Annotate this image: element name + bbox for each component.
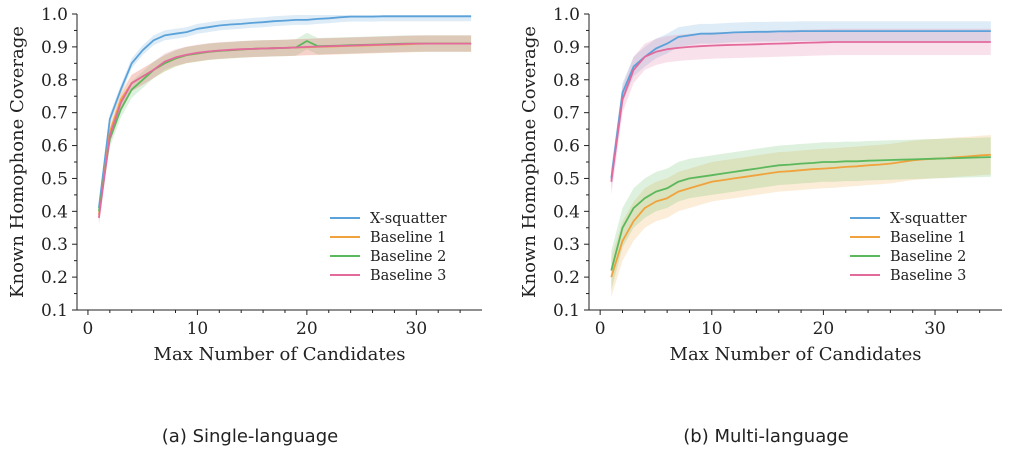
series-band-4 <box>611 28 991 195</box>
y-tick-label: 0.8 <box>553 71 580 91</box>
y-tick-label: 0.6 <box>41 137 68 157</box>
y-tick-label: 1.0 <box>41 5 68 25</box>
y-tick-label: 1.0 <box>553 5 580 25</box>
legend-label-4: Baseline 3 <box>890 268 966 284</box>
series-line-1 <box>98 15 472 209</box>
y-tick-label: 0.1 <box>553 301 580 321</box>
legend-label-3: Baseline 2 <box>370 249 446 265</box>
legend-label-1: X-squatter <box>370 211 447 227</box>
legend-label-1: X-squatter <box>890 211 967 227</box>
series-line-4 <box>610 41 991 182</box>
y-tick-label: 0.7 <box>553 104 580 124</box>
y-tick-label: 0.9 <box>553 38 580 58</box>
chart-panel-2: 0.1 0.2 0.3 0.4 0.5 0.6 0.7 0.8 0.9 1.0 0 10 20 30Max… <box>519 5 1002 447</box>
y-tick-label: 0.6 <box>553 137 580 157</box>
x-tick-label: 10 <box>701 319 723 339</box>
legend-label-4: Baseline 3 <box>370 268 446 284</box>
x-tick-label: 20 <box>813 319 835 339</box>
y-tick-label: 0.1 <box>41 301 68 321</box>
y-tick-label: 0.7 <box>41 104 68 124</box>
legend-label-2: Baseline 1 <box>890 230 966 246</box>
x-tick-label: 30 <box>406 319 428 339</box>
legend: X-squatter Baseline 1 Baseline 2 Baseline 3 <box>330 211 447 284</box>
x-tick-label: 20 <box>296 319 318 339</box>
y-axis-title: Known Homophone Coverage <box>7 26 28 298</box>
y-tick-label: 0.4 <box>41 202 68 222</box>
y-tick-label: 0.8 <box>41 71 68 91</box>
panel-caption: (b) Multi-language <box>683 426 849 447</box>
x-tick-label: 0 <box>595 319 606 339</box>
series-band-1 <box>611 21 991 189</box>
y-tick-label: 0.2 <box>553 268 580 288</box>
series-line-4 <box>98 42 472 219</box>
legend-label-2: Baseline 1 <box>370 230 446 246</box>
series-band-4 <box>98 35 472 227</box>
y-tick-label: 0.5 <box>553 169 580 189</box>
y-tick-label: 0.2 <box>41 268 68 288</box>
x-tick-label: 0 <box>83 319 94 339</box>
y-tick-label: 0.4 <box>553 202 580 222</box>
y-axis-title: Known Homophone Coverage <box>519 26 540 298</box>
x-axis-title: Max Number of Candidates <box>154 344 406 365</box>
series-band-3 <box>98 32 472 220</box>
series-line-1 <box>610 30 991 179</box>
series-line-3 <box>610 156 991 271</box>
panel-caption: (a) Single-language <box>162 426 338 447</box>
y-tick-label: 0.5 <box>41 169 68 189</box>
legend: X-squatter Baseline 1 Baseline 2 Baseline 3 <box>850 211 967 284</box>
y-tick-label: 0.3 <box>41 235 68 255</box>
x-tick-label: 10 <box>187 319 209 339</box>
y-tick-label: 0.3 <box>553 235 580 255</box>
y-tick-label: 0.9 <box>41 38 68 58</box>
x-tick-label: 30 <box>924 319 946 339</box>
legend-label-3: Baseline 2 <box>890 249 966 265</box>
x-axis-title: Max Number of Candidates <box>670 344 922 365</box>
chart-panel-1: 0.1 0.2 0.3 0.4 0.5 0.6 0.7 0.8 0.9 1.0 0 10 20 30Max… <box>7 5 482 447</box>
